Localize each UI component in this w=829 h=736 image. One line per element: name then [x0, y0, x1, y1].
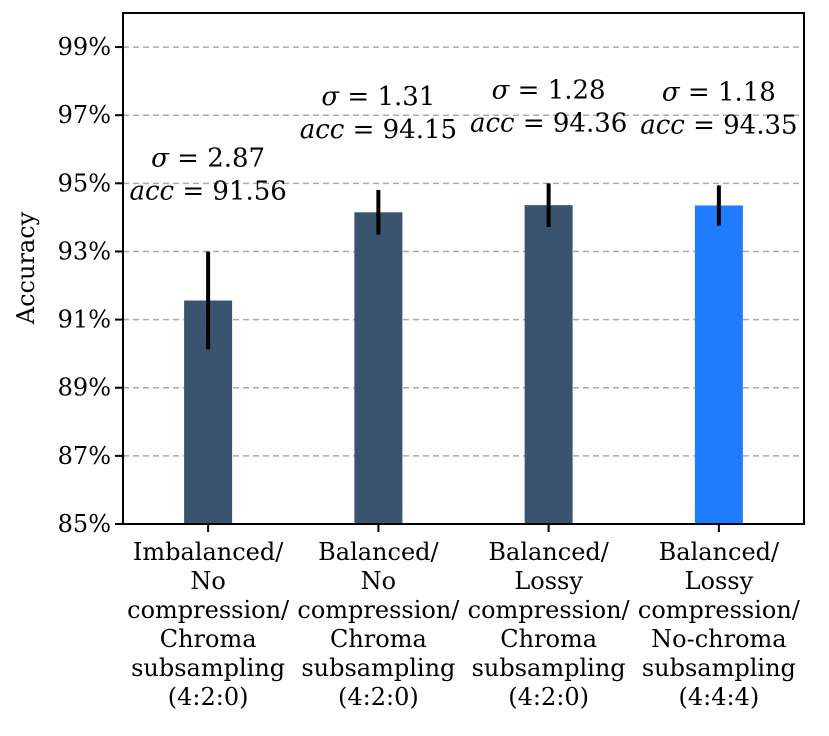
plot-frame: [122, 12, 805, 525]
sigma-annotation: σ = 1.28: [492, 75, 606, 105]
y-tick-label: 89%: [58, 374, 111, 402]
sigma-annotation: σ = 1.31: [321, 82, 435, 112]
y-tick-layer: 85% 87% 89% 91% 93% 95% 97% 99%: [58, 33, 123, 538]
bar: [694, 205, 743, 524]
error-bar-layer: [206, 183, 721, 350]
x-tick-label: Balanced/Lossy compression/No-chroma subsa…: [638, 538, 801, 711]
y-tick-label: 87%: [58, 442, 111, 470]
y-axis-label: Accuracy: [12, 211, 40, 325]
bar: [524, 205, 573, 525]
y-tick-label: 99%: [58, 33, 111, 61]
x-tick-label: Balanced/Lossy compression/Chroma subsampl…: [468, 538, 631, 711]
y-tick-label: 85%: [58, 510, 111, 538]
acc-annotation: acc = 94.35: [640, 110, 797, 140]
y-tick-label: 93%: [58, 237, 111, 265]
x-label-layer: Imbalanced/No compression/Chroma subsampli…: [127, 524, 801, 711]
grid-layer: [123, 46, 804, 457]
bar-layer: [184, 205, 743, 525]
acc-annotation: acc = 94.15: [300, 115, 457, 145]
y-tick-label: 91%: [58, 306, 111, 334]
x-tick-label: Balanced/No compression/Chroma subsampling…: [297, 538, 460, 711]
sigma-annotation: σ = 2.87: [151, 144, 265, 174]
bar: [354, 212, 403, 525]
y-tick-label: 95%: [58, 169, 111, 197]
sigma-annotation: σ = 1.18: [662, 77, 776, 107]
acc-annotation: acc = 91.56: [129, 177, 286, 207]
y-tick-label: 97%: [58, 101, 111, 129]
acc-annotation: acc = 94.36: [470, 108, 627, 138]
x-tick-label: Imbalanced/No compression/Chroma subsampli…: [127, 538, 290, 711]
